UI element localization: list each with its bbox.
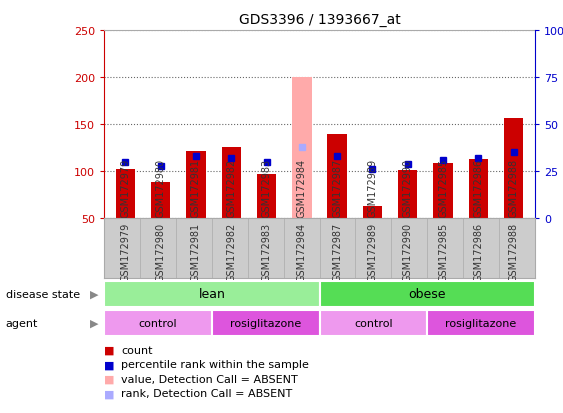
Text: GSM172979: GSM172979 bbox=[120, 222, 131, 281]
Text: GSM172990: GSM172990 bbox=[403, 222, 413, 281]
Bar bbox=[221, 147, 241, 219]
Bar bbox=[257, 175, 276, 219]
Bar bbox=[104, 281, 320, 308]
Text: control: control bbox=[354, 318, 392, 328]
Bar bbox=[398, 171, 418, 219]
Bar bbox=[468, 160, 488, 219]
Bar bbox=[292, 78, 311, 219]
Bar bbox=[151, 182, 171, 219]
Text: ▶: ▶ bbox=[90, 318, 99, 328]
Bar bbox=[363, 206, 382, 219]
Text: agent: agent bbox=[6, 318, 38, 328]
Text: GSM172981: GSM172981 bbox=[191, 222, 201, 281]
Text: GSM172988: GSM172988 bbox=[508, 222, 519, 281]
Bar bbox=[328, 134, 347, 219]
Text: obese: obese bbox=[408, 288, 446, 301]
Bar bbox=[427, 310, 535, 337]
Bar bbox=[212, 310, 320, 337]
Text: GSM172980: GSM172980 bbox=[155, 222, 166, 281]
Text: GSM172986: GSM172986 bbox=[473, 222, 484, 281]
Text: GSM172984: GSM172984 bbox=[297, 222, 307, 281]
Text: GSM172989: GSM172989 bbox=[368, 222, 377, 281]
Bar bbox=[504, 119, 524, 219]
Text: rosiglitazone: rosiglitazone bbox=[230, 318, 301, 328]
Text: ■: ■ bbox=[104, 345, 115, 355]
Text: value, Detection Call = ABSENT: value, Detection Call = ABSENT bbox=[121, 374, 298, 384]
Text: count: count bbox=[121, 345, 153, 355]
Text: rosiglitazone: rosiglitazone bbox=[445, 318, 517, 328]
Bar bbox=[104, 310, 212, 337]
Text: GSM172987: GSM172987 bbox=[332, 222, 342, 281]
Text: rank, Detection Call = ABSENT: rank, Detection Call = ABSENT bbox=[121, 388, 292, 399]
Text: percentile rank within the sample: percentile rank within the sample bbox=[121, 359, 309, 370]
Bar bbox=[434, 164, 453, 219]
Text: control: control bbox=[138, 318, 177, 328]
Title: GDS3396 / 1393667_at: GDS3396 / 1393667_at bbox=[239, 13, 400, 27]
Text: lean: lean bbox=[198, 288, 225, 301]
Bar bbox=[115, 169, 135, 219]
Bar bbox=[320, 310, 427, 337]
Text: ▶: ▶ bbox=[90, 289, 99, 299]
Text: GSM172983: GSM172983 bbox=[262, 222, 271, 281]
Bar bbox=[320, 281, 535, 308]
Text: disease state: disease state bbox=[6, 289, 80, 299]
Text: ■: ■ bbox=[104, 374, 115, 384]
Text: ■: ■ bbox=[104, 359, 115, 370]
Text: GSM172985: GSM172985 bbox=[438, 222, 448, 281]
Text: ■: ■ bbox=[104, 388, 115, 399]
Text: GSM172982: GSM172982 bbox=[226, 222, 236, 281]
Bar bbox=[186, 151, 205, 219]
